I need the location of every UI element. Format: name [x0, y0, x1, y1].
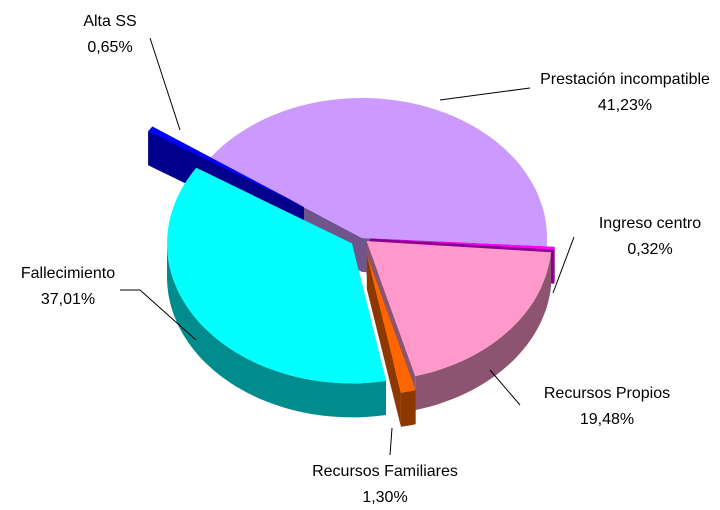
slice-side [366, 255, 401, 427]
slice-label: Fallecimiento [21, 265, 115, 282]
slice-value-label: 41,23% [598, 97, 652, 114]
slice-label: Recursos Familiares [312, 463, 458, 480]
slice-value-label: 0,32% [627, 241, 672, 258]
leader-line [389, 427, 393, 456]
slice-value-label: 0,65% [87, 39, 132, 56]
slice-side [400, 390, 416, 427]
leader-line [149, 37, 181, 131]
slice-value-label: 19,48% [580, 411, 634, 428]
slice-label: Recursos Propios [544, 385, 670, 402]
slice [366, 241, 551, 377]
slice [167, 167, 386, 384]
slice-label: Alta SS [83, 13, 136, 30]
leader-line [552, 236, 575, 294]
slice [210, 98, 547, 247]
slice-value-label: 1,30% [362, 489, 407, 506]
leader-line [489, 369, 521, 406]
slice [366, 255, 416, 393]
slice [370, 238, 555, 250]
slice-value-label: 37,01% [41, 291, 95, 308]
slice [148, 126, 304, 207]
leader-line [439, 87, 531, 101]
slice-label: Prestación incompatible [540, 71, 710, 88]
slice-label: Ingreso centro [599, 215, 701, 232]
slice-side [415, 252, 551, 411]
slice-side [167, 243, 386, 418]
leader-line [120, 289, 197, 341]
